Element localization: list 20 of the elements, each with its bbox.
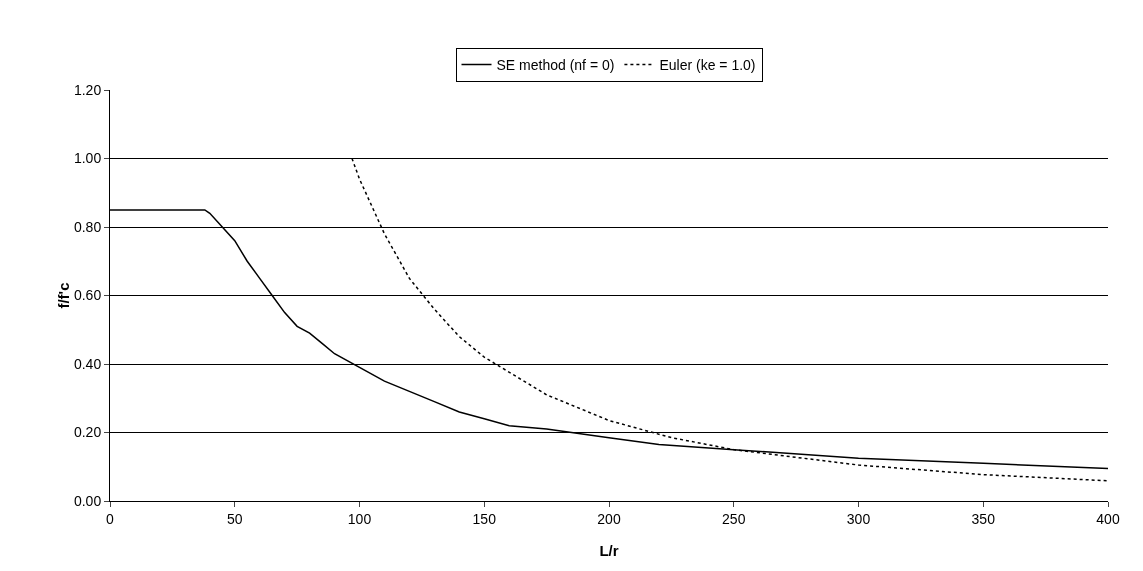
y-tick-label: 0.80: [73, 218, 102, 235]
x-tick-label: 300: [846, 510, 871, 527]
y-tick-label: 0.60: [73, 287, 102, 304]
x-tick-label: 350: [971, 510, 996, 527]
y-axis-title: f/f'c: [54, 282, 72, 309]
y-tick-label: 1.00: [73, 150, 102, 167]
x-tick-label: 400: [1096, 510, 1120, 527]
x-tick-label: 0: [106, 510, 115, 527]
x-axis-title: L/r: [599, 542, 619, 559]
y-tick-label: 0.40: [73, 355, 102, 372]
legend-label: SE method (nf = 0): [496, 56, 615, 73]
x-tick-label: 200: [597, 510, 621, 527]
x-tick-label: 250: [722, 510, 746, 527]
legend-label: Euler (ke = 1.0): [659, 56, 756, 73]
x-tick-label: 100: [347, 510, 372, 527]
y-tick-label: 0.00: [73, 492, 102, 509]
x-tick-label: 50: [226, 510, 243, 527]
x-tick-label: 150: [472, 510, 497, 527]
y-tick-label: 1.20: [73, 81, 102, 98]
y-tick-label: 0.20: [73, 424, 102, 441]
